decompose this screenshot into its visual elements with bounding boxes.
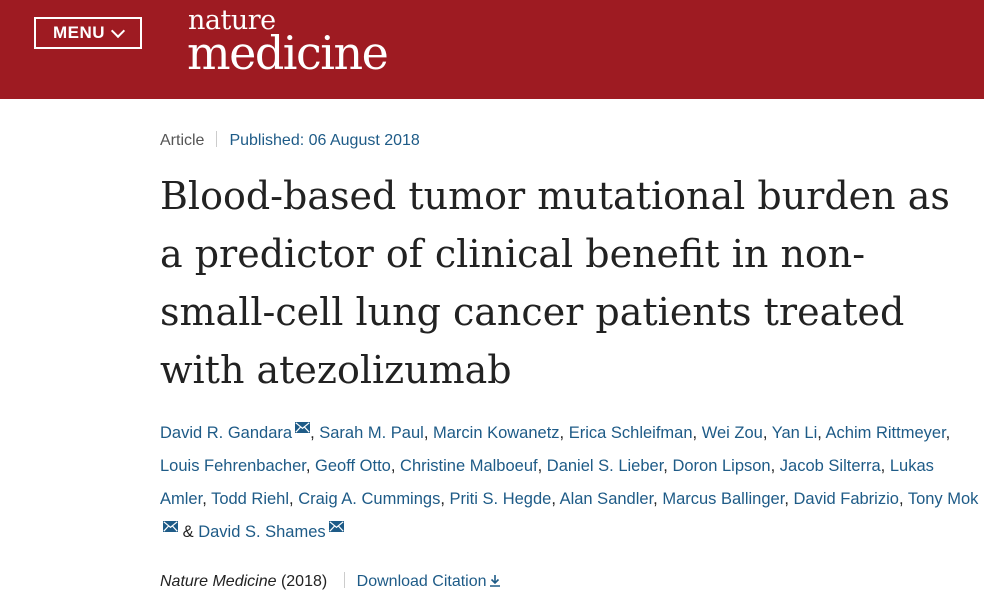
author-link[interactable]: Todd Riehl: [211, 490, 290, 508]
article-title: Blood-based tumor mutational burden as a…: [160, 174, 950, 392]
download-citation-link[interactable]: Download Citation: [357, 573, 501, 590]
author-link[interactable]: Sarah M. Paul: [319, 424, 424, 442]
mail-icon[interactable]: [295, 422, 311, 433]
author-link[interactable]: Wei Zou: [701, 424, 763, 442]
author-link[interactable]: Doron Lipson: [672, 457, 771, 475]
journal-name: Nature Medicine: [160, 573, 277, 590]
chevron-down-icon: [110, 23, 126, 38]
author-separator: ,: [390, 457, 401, 475]
author-separator: ,: [880, 457, 890, 475]
author-link[interactable]: Daniel S. Lieber: [546, 457, 664, 475]
author-separator: ,: [423, 424, 433, 442]
author-link[interactable]: Marcin Kowanetz: [432, 424, 560, 442]
download-citation-label: Download Citation: [356, 573, 487, 590]
citation-divider: [343, 572, 345, 588]
author-link[interactable]: Yan Li: [771, 424, 818, 442]
author-link[interactable]: Jacob Silterra: [779, 457, 881, 475]
author-link[interactable]: David R. Gandara: [160, 424, 293, 442]
author-list: David R. Gandara, Sarah M. Paul, Marcin …: [160, 417, 982, 549]
citation-line: Nature Medicine (2018) Download Citation: [160, 571, 501, 593]
author-separator: &: [178, 523, 199, 541]
author-separator: ,: [537, 457, 547, 475]
author-separator: ,: [310, 424, 320, 442]
author-link[interactable]: Lukas Amler: [160, 457, 934, 508]
author-link[interactable]: David S. Shames: [198, 523, 326, 541]
published-date: Published: 06 August 2018: [229, 132, 420, 149]
author-link[interactable]: Christine Malboeuf: [400, 457, 538, 475]
menu-label: MENU: [52, 23, 106, 42]
author-link[interactable]: Geoff Otto: [315, 457, 391, 475]
mail-icon[interactable]: [328, 521, 344, 532]
author-separator: ,: [289, 490, 299, 508]
author-link[interactable]: Louis Fehrenbacher: [160, 457, 306, 475]
author-separator: ,: [692, 424, 702, 442]
author-separator: ,: [945, 424, 951, 442]
author-separator: ,: [305, 457, 316, 475]
mail-icon[interactable]: [163, 521, 178, 532]
author-separator: ,: [770, 457, 780, 475]
site-header: MENU nature medicine: [0, 0, 984, 99]
journal-year: (2018): [280, 573, 328, 590]
author-separator: ,: [551, 490, 560, 508]
author-separator: ,: [663, 457, 673, 475]
menu-button[interactable]: MENU: [34, 17, 142, 49]
author-link[interactable]: David Fabrizio: [793, 490, 899, 508]
meta-divider: [216, 131, 218, 147]
author-separator: ,: [202, 490, 212, 508]
author-link[interactable]: Priti S. Hegde: [449, 490, 552, 508]
author-link[interactable]: Tony Mok: [907, 490, 979, 508]
author-link[interactable]: Erica Schleifman: [568, 424, 693, 442]
download-icon: [489, 575, 500, 587]
logo-nature: nature: [188, 5, 276, 36]
author-separator: ,: [784, 490, 794, 508]
author-separator: ,: [653, 490, 663, 508]
author-separator: ,: [762, 424, 772, 442]
logo-medicine: medicine: [187, 26, 389, 80]
author-separator: ,: [817, 424, 826, 442]
author-separator: ,: [898, 490, 908, 508]
author-link[interactable]: Achim Rittmeyer: [825, 424, 946, 442]
author-separator: ,: [559, 424, 569, 442]
article-type: Article: [160, 132, 205, 149]
author-link[interactable]: Craig A. Cummings: [298, 490, 441, 508]
article-meta: Article Published: 06 August 2018: [160, 131, 420, 151]
author-link[interactable]: Marcus Ballinger: [662, 490, 785, 508]
author-link[interactable]: Alan Sandler: [559, 490, 654, 508]
author-separator: ,: [440, 490, 450, 508]
